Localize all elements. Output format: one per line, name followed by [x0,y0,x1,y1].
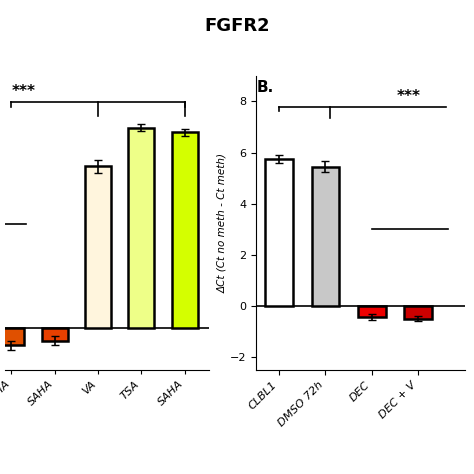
Text: ***: *** [11,84,35,99]
Bar [42,328,68,341]
Text: B.: B. [257,80,274,95]
Bar [358,306,386,317]
Bar [311,166,339,306]
Text: FGFR2: FGFR2 [204,17,270,35]
Bar [172,132,198,328]
Text: ***: *** [397,90,421,104]
Bar [404,306,432,319]
Y-axis label: ΔCt (Ct no meth - Ct meth): ΔCt (Ct no meth - Ct meth) [217,153,227,293]
Bar [265,159,293,306]
Bar [85,166,111,328]
Bar [128,128,155,328]
Bar [0,328,24,346]
